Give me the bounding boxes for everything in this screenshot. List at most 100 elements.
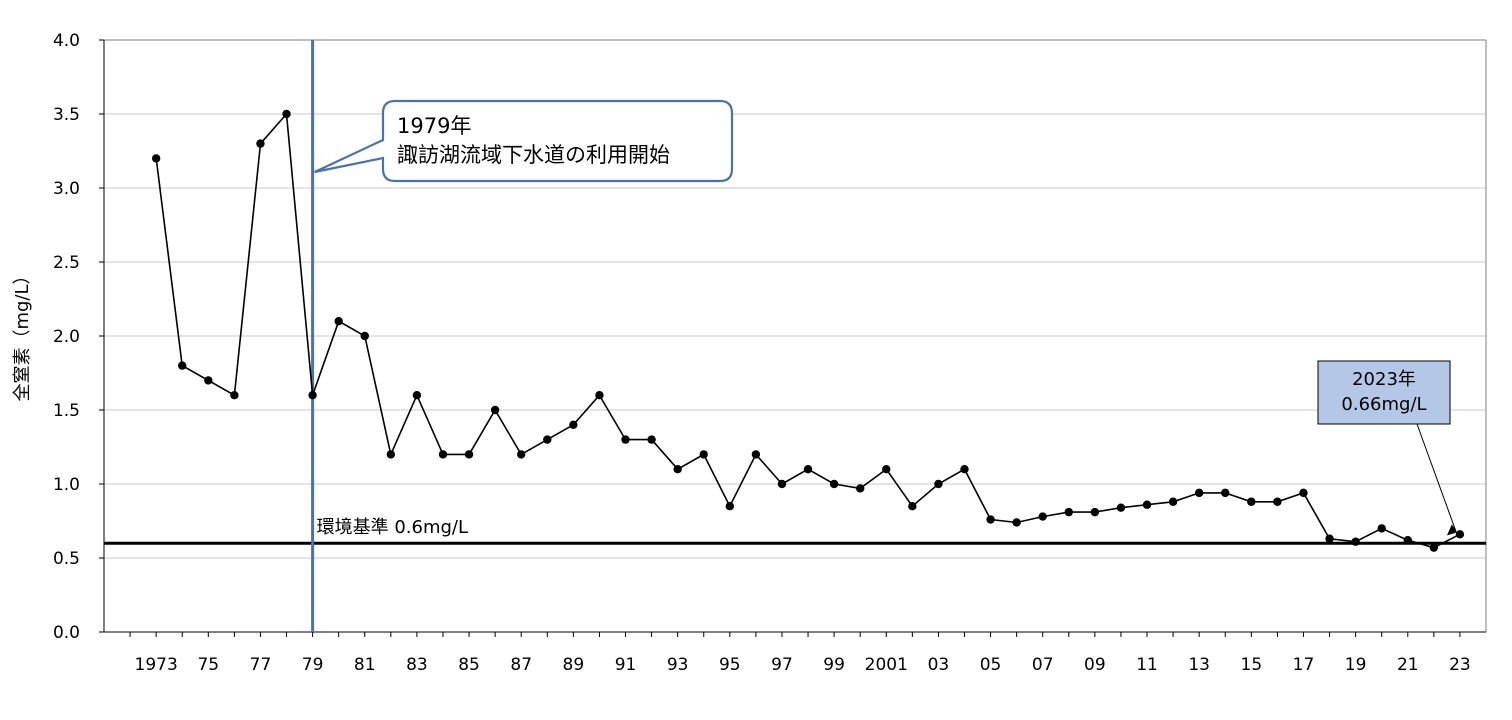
- data-point: [908, 502, 917, 511]
- x-tick-label: 19: [1345, 655, 1367, 675]
- sewer-callout-bubble: [314, 99, 734, 183]
- data-point: [230, 391, 239, 400]
- data-point: [1116, 503, 1126, 512]
- data-point: [934, 479, 943, 489]
- standard-label: 環境基準 0.6mg/L: [317, 517, 468, 538]
- y-tick-label: 0.0: [53, 623, 80, 643]
- y-axis-label: 全窒素（mg/L）: [12, 266, 33, 401]
- data-point: [1064, 507, 1073, 517]
- data-point: [1455, 530, 1465, 539]
- y-tick-label: 2.5: [53, 253, 80, 273]
- data-point: [1038, 512, 1047, 521]
- data-point: [334, 317, 343, 326]
- x-tick-label: 77: [250, 655, 272, 675]
- x-tick-label: 83: [406, 655, 428, 675]
- data-point: [386, 450, 396, 459]
- data-point: [360, 331, 369, 341]
- data-point: [412, 391, 422, 400]
- data-point: [1168, 497, 1178, 506]
- data-point: [1012, 518, 1021, 527]
- data-point: [1142, 500, 1152, 509]
- latest-callout-leader: [1416, 423, 1457, 532]
- x-tick-label: 07: [1032, 655, 1054, 675]
- data-point: [882, 465, 891, 474]
- data-point: [1221, 488, 1230, 498]
- y-tick-labels: 0.0 0.5 1.0 1.5 2.0 2.5 3.0 3.5 4.0: [53, 31, 80, 643]
- x-tick-label: 85: [458, 655, 480, 675]
- data-point: [282, 109, 291, 119]
- y-tick-label: 1.5: [53, 401, 80, 421]
- data-point: [855, 484, 865, 493]
- data-point: [256, 139, 265, 148]
- series-group: [151, 109, 1465, 552]
- x-tick-label: 17: [1293, 655, 1315, 675]
- data-point: [1377, 524, 1386, 533]
- x-tick-label: 13: [1188, 655, 1210, 675]
- data-point: [1090, 507, 1100, 517]
- x-tick-label: 11: [1136, 655, 1158, 675]
- x-tick-label: 1973: [135, 655, 178, 675]
- x-tick-label: 87: [510, 655, 532, 675]
- x-tick-label: 91: [615, 655, 637, 675]
- y-tick-label: 4.0: [53, 31, 80, 51]
- data-point: [777, 479, 787, 489]
- y-tick-label: 3.5: [53, 105, 80, 125]
- y-tick-label: 1.0: [53, 475, 80, 495]
- x-tick-label: 79: [302, 655, 324, 675]
- data-point: [699, 450, 708, 459]
- data-point: [829, 479, 839, 489]
- data-point: [543, 435, 552, 444]
- x-tick-label: 75: [197, 655, 219, 675]
- data-point: [803, 465, 813, 474]
- x-tick-label: 09: [1084, 655, 1106, 675]
- data-point: [673, 465, 682, 474]
- x-tick-label: 03: [928, 655, 950, 675]
- x-tick-label: 95: [719, 655, 741, 675]
- x-tick-label: 89: [563, 655, 585, 675]
- latest-callout-arrowhead: [1446, 524, 1457, 536]
- data-point: [1429, 543, 1439, 552]
- series-line: [155, 112, 1461, 549]
- x-tick-label: 05: [980, 655, 1002, 675]
- latest-callout-text: 0.66mg/L: [1341, 394, 1426, 415]
- y-tick-label: 2.0: [53, 327, 80, 347]
- standard-line-group: 環境基準 0.6mg/L: [104, 517, 1486, 545]
- data-point: [1299, 488, 1308, 498]
- sewer-callout-text: 1979年: [397, 114, 471, 138]
- data-point: [308, 391, 317, 400]
- x-tick-label: 81: [354, 655, 376, 675]
- y-tick-label: 0.5: [53, 549, 80, 569]
- data-point: [1403, 536, 1412, 545]
- x-tick-label: 2001: [865, 655, 908, 675]
- data-point: [151, 154, 161, 163]
- axes: [99, 39, 1487, 637]
- data-point: [178, 361, 187, 370]
- data-point: [1351, 537, 1360, 546]
- data-point: [490, 405, 500, 415]
- data-point: [1325, 534, 1334, 543]
- data-point: [204, 376, 213, 385]
- data-point: [1247, 497, 1256, 506]
- data-point: [569, 420, 578, 429]
- x-tick-label: 21: [1397, 655, 1419, 675]
- data-point: [725, 502, 735, 511]
- data-point: [438, 450, 448, 459]
- x-tick-label: 99: [823, 655, 845, 675]
- x-tick-label: 23: [1449, 655, 1471, 675]
- data-point: [1273, 497, 1282, 506]
- latest-callout-box: [1317, 360, 1451, 425]
- data-point: [621, 435, 630, 444]
- data-point: [464, 450, 474, 459]
- data-point: [986, 515, 995, 524]
- y-tick-label: 3.0: [53, 179, 80, 199]
- gridlines: [104, 39, 1486, 559]
- data-point: [517, 450, 526, 459]
- data-point: [595, 391, 604, 400]
- data-point: [960, 465, 969, 474]
- latest-callout-text: 2023年: [1352, 369, 1416, 390]
- x-tick-label: 97: [771, 655, 793, 675]
- data-point: [751, 450, 761, 459]
- data-point: [647, 435, 656, 444]
- x-tick-label: 15: [1241, 655, 1263, 675]
